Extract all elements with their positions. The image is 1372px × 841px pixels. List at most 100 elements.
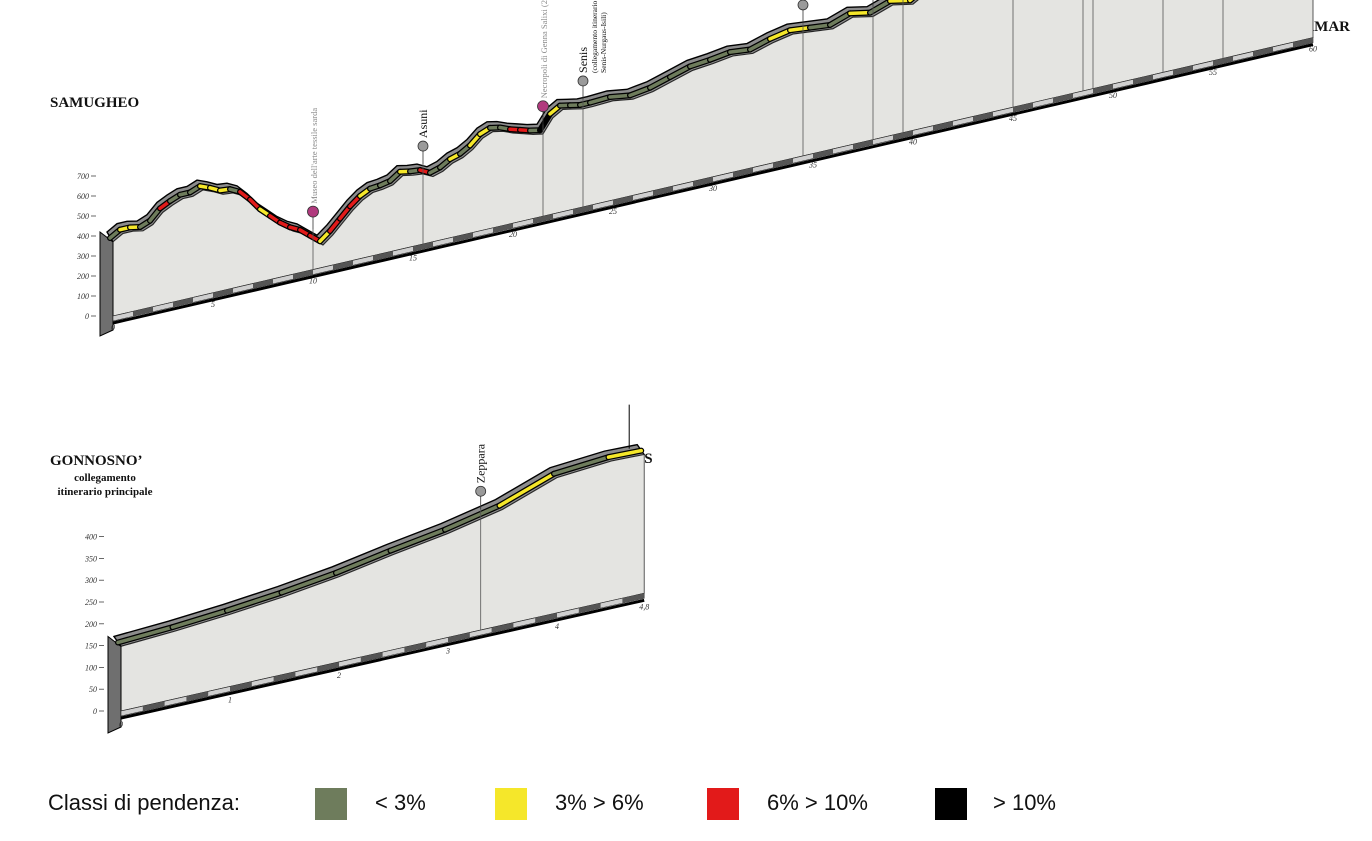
- legend-label-lt3: < 3%: [375, 790, 426, 815]
- town-icon: [797, 0, 809, 11]
- base-strip-segment: [253, 278, 273, 289]
- waypoint-label: Zeppara: [474, 443, 488, 483]
- elevation-profiles: SAMUGHEO VILLAMAR 0100200300400500600700…: [50, 0, 1350, 734]
- base-strip-segment: [491, 622, 514, 633]
- base-strip-segment: [493, 223, 513, 233]
- base-strip-segment: [813, 148, 833, 159]
- base-strip-segment: [613, 195, 633, 205]
- waypoint-label: Senis: [576, 47, 590, 73]
- road-grade-segment: [279, 571, 338, 595]
- town-icon: [417, 140, 429, 152]
- legend-swatch-3-6: [495, 788, 527, 820]
- base-strip-segment: [453, 232, 473, 243]
- legend-label-gt10: > 10%: [993, 790, 1056, 815]
- base-shadow-line: [112, 43, 1314, 325]
- base-strip-segment: [133, 306, 153, 317]
- base-strip-segment: [573, 204, 593, 215]
- x-tick-label: 15: [409, 253, 417, 262]
- base-strip-segment: [142, 701, 165, 712]
- road-grade-segment: [728, 47, 752, 54]
- y-tick-label: 100: [77, 292, 89, 301]
- x-tick-label: 20: [509, 230, 517, 239]
- base-strip-segment: [653, 186, 673, 196]
- profile-side: [107, 635, 122, 734]
- road-grade-segment: [788, 25, 812, 32]
- y-tick-label: 300: [76, 252, 89, 261]
- base-strip-segment: [1093, 84, 1113, 94]
- x-tick-label: 50: [1109, 91, 1117, 100]
- y-tick-label: 200: [85, 620, 97, 629]
- waypoint-label: Necropoli di Genna Salixi (2 km): [539, 0, 549, 98]
- road-grade-segment: [748, 37, 772, 52]
- x-tick-label: 2: [337, 671, 341, 680]
- base-strip-segment: [933, 121, 953, 131]
- road-grade-segment: [388, 527, 447, 553]
- base-strip-segment: [1173, 65, 1193, 76]
- profile-face: [120, 454, 645, 712]
- waypoint-label: Museo dell'arte tessile sarda: [309, 108, 319, 204]
- branch-route-profile: GONNOSNO’ collegamento itinerario princi…: [50, 404, 653, 734]
- base-strip-segment: [893, 130, 913, 141]
- base-strip-segment: [413, 241, 433, 252]
- base-strip-segment: [1013, 102, 1033, 113]
- base-strip-segment: [404, 642, 427, 653]
- legend-title: Classi di pendenza:: [48, 790, 241, 815]
- x-tick-label: 40: [909, 137, 917, 146]
- x-tick-label: 45: [1009, 114, 1017, 123]
- y-tick-label: 250: [85, 598, 97, 607]
- base-strip-segment: [1293, 37, 1313, 48]
- road-grade-segment: [552, 455, 611, 476]
- road-grade-segment: [588, 95, 612, 105]
- road-grade-segment: [170, 608, 229, 629]
- x-tick-label: 10: [309, 277, 317, 286]
- base-strip-segment: [333, 260, 353, 270]
- road-grade-segment: [538, 112, 552, 132]
- road-grade-segment: [708, 50, 732, 62]
- road-grade-segment: [668, 64, 692, 79]
- start-town-sublabel-2: itinerario principale: [57, 486, 152, 498]
- base-strip-segment: [973, 111, 993, 122]
- x-tick-label: 60: [1309, 45, 1317, 54]
- x-tick-label: 4,8: [639, 602, 649, 611]
- road-grade-segment: [628, 85, 652, 98]
- base-strip-segment: [360, 652, 383, 663]
- base-strip-segment: [230, 681, 252, 692]
- y-tick-label: 500: [77, 212, 89, 221]
- x-tick-label: 3: [445, 646, 450, 655]
- waypoint-note: (collegamento itinerario: [590, 0, 599, 73]
- base-strip-segment: [578, 603, 601, 613]
- grade-legend: Classi di pendenza: < 3% 3% > 6% 6% > 10…: [0, 780, 1372, 830]
- town-icon: [577, 75, 589, 87]
- x-tick-label: 0: [119, 720, 123, 729]
- legend-label-6-10: 6% > 10%: [767, 790, 868, 815]
- x-tick-label: 25: [609, 207, 617, 216]
- x-tick-label: 55: [1209, 68, 1217, 77]
- legend-swatch-6-10: [707, 788, 739, 820]
- y-tick-label: 400: [77, 232, 89, 241]
- base-strip-segment: [173, 297, 193, 308]
- x-tick-label: 1: [228, 695, 232, 704]
- y-tick-label: 600: [77, 192, 89, 201]
- base-strip-segment: [622, 593, 645, 604]
- base-strip-segment: [853, 139, 873, 150]
- y-tick-label: 400: [85, 533, 97, 542]
- waypoint-note: Senis-Nurgaus-Isili): [599, 12, 608, 73]
- y-tick-label: 50: [89, 685, 97, 694]
- base-strip-segment: [448, 632, 470, 643]
- y-tick-label: 200: [77, 272, 89, 281]
- base-strip-segment: [1213, 56, 1233, 66]
- legend-swatch-gt10: [935, 788, 967, 820]
- town-icon: [475, 485, 487, 497]
- x-tick-label: 30: [708, 184, 717, 193]
- x-tick-label: 5: [211, 300, 215, 309]
- base-strip-segment: [273, 671, 296, 682]
- road-grade-segment: [497, 471, 556, 508]
- base-strip-segment: [693, 176, 713, 187]
- base-strip-segment: [533, 213, 553, 224]
- poi-icon: [537, 100, 549, 113]
- profile-face: [112, 0, 1314, 317]
- waypoint-label: Asuni: [416, 109, 430, 138]
- base-strip-segment: [213, 288, 233, 298]
- road-grade-segment: [688, 58, 712, 69]
- x-tick-label: 35: [808, 161, 817, 170]
